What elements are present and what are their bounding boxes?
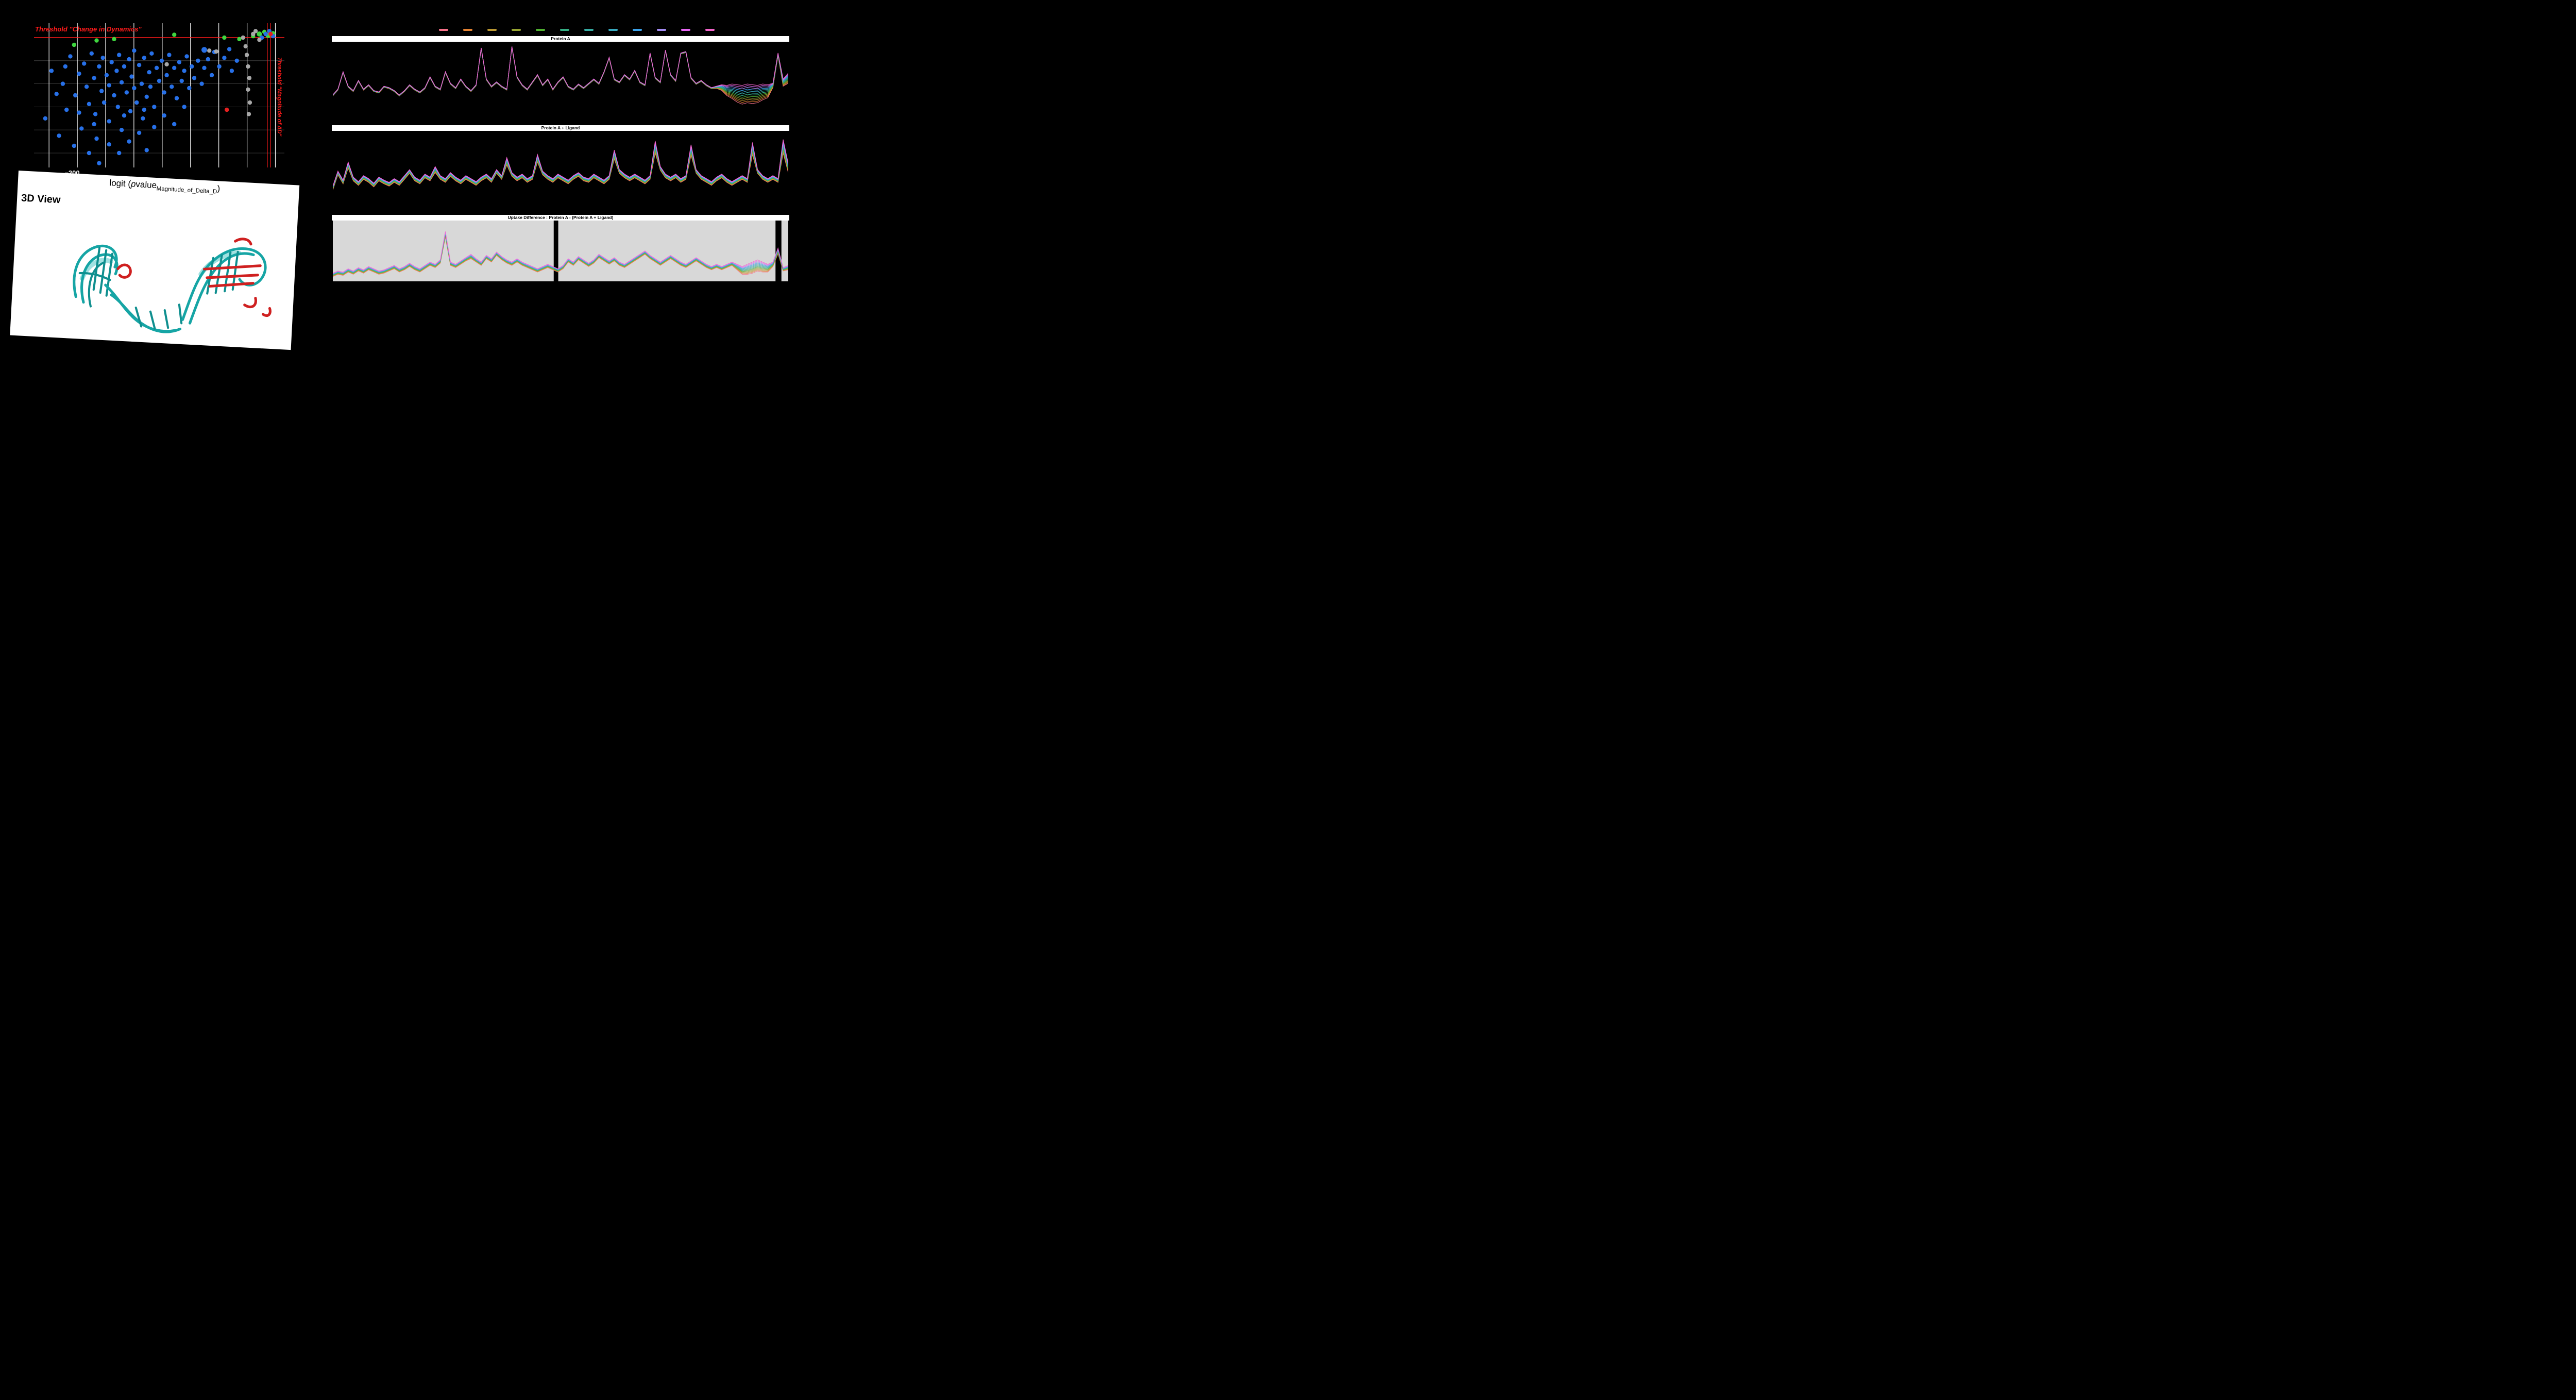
highlight-strand: [206, 274, 259, 279]
3d-view-title: 3D View: [21, 192, 61, 206]
axis-label-subscript: Magnitude_of_Delta_D: [156, 185, 217, 195]
ribbon-strand: [80, 253, 118, 304]
legend-row: [439, 29, 715, 31]
volcano-plot-svg[interactable]: [34, 23, 284, 167]
ribbon-strand: [134, 307, 143, 328]
legend-dash[interactable]: [536, 29, 545, 31]
legend-dash[interactable]: [705, 29, 715, 31]
3d-view-card: logit (pvalueMagnitude_of_Delta_D) 3D Vi…: [10, 171, 300, 350]
panel-title-protein-a: Protein A: [332, 36, 789, 42]
ribbon-strand: [73, 244, 118, 298]
ribbon-strand: [206, 257, 215, 295]
threshold-magnitude-label: Threshold "Magnitude of ΔD": [276, 57, 282, 137]
axis-label-suffix: ): [217, 183, 221, 194]
panel-title-protein-a-ligand: Protein A + Ligand: [332, 125, 789, 131]
uptake-plot-protein-a[interactable]: [333, 42, 788, 119]
volcano-x-axis-label: logit (pvalueMagnitude_of_Delta_D): [74, 176, 255, 197]
volcano-panel: Threshold "Change in Dynamics" Threshold…: [34, 23, 284, 177]
panel-protein-a-ligand: Protein A + Ligand: [332, 125, 789, 211]
uptake-difference-plot[interactable]: [333, 221, 788, 281]
legend-dash[interactable]: [560, 29, 569, 31]
legend-dash[interactable]: [463, 29, 472, 31]
highlight-strand: [208, 282, 255, 288]
axis-label-prefix: logit (: [109, 178, 131, 189]
app-root: { "app": {"background": "#000000"}, "vie…: [0, 0, 808, 350]
threshold-dynamics-label: Threshold "Change in Dynamics": [35, 25, 142, 33]
highlight-loop: [116, 263, 132, 279]
highlight-loop: [262, 307, 272, 317]
panel-protein-a: Protein A: [332, 36, 789, 119]
axis-label-value: value: [135, 179, 157, 191]
ribbon-strand: [99, 249, 108, 294]
ribbon-strand: [88, 261, 106, 308]
panel-uptake-difference: Uptake Difference : Protein A - (Protein…: [332, 215, 789, 281]
legend-dash[interactable]: [512, 29, 521, 31]
ribbon-strand: [178, 303, 183, 325]
legend-dash[interactable]: [439, 29, 448, 31]
ribbon-strand: [163, 309, 170, 329]
uptake-plot-protein-a-ligand[interactable]: [333, 131, 788, 211]
legend-dash[interactable]: [487, 29, 497, 31]
ribbon-strand: [92, 246, 101, 291]
highlight-loop: [234, 238, 252, 246]
highlight-loop: [243, 297, 257, 309]
legend-dash[interactable]: [633, 29, 642, 31]
panel-title-uptake-difference: Uptake Difference : Protein A - (Protein…: [332, 215, 789, 221]
protein-ribbon[interactable]: [22, 207, 285, 344]
uptake-panels: Protein A Protein A + Ligand Uptake Diff…: [332, 0, 789, 310]
ribbon-strand: [149, 310, 156, 330]
legend-dash[interactable]: [681, 29, 690, 31]
legend-dash[interactable]: [584, 29, 594, 31]
ribbon-loop: [181, 247, 251, 321]
ribbon-strand: [78, 272, 111, 281]
highlight-strand: [202, 264, 262, 271]
legend-dash[interactable]: [608, 29, 618, 31]
legend-dash[interactable]: [657, 29, 666, 31]
